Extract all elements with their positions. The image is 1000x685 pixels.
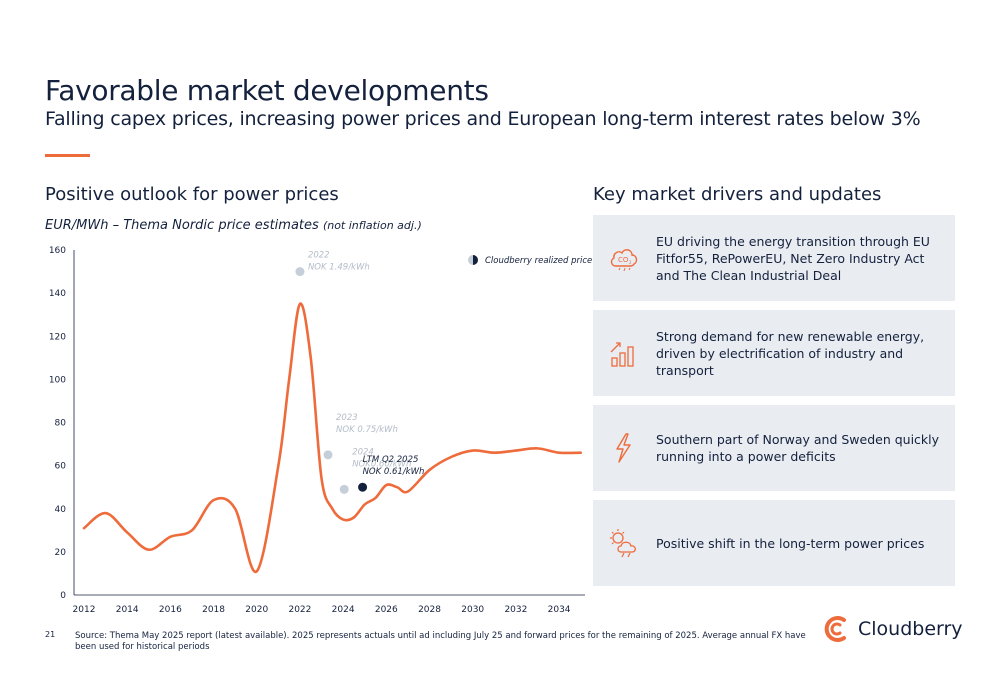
driver-text: Southern part of Norway and Sweden quick… <box>656 432 940 464</box>
realized-point-value-label: NOK 0.61/kWh <box>363 467 425 477</box>
sun-cloud-icon <box>610 529 636 558</box>
chart-section-title: Positive outlook for power prices <box>45 184 339 205</box>
realized-price-point <box>295 267 305 277</box>
driver-card-deficit: Southern part of Norway and Sweden quick… <box>593 405 955 491</box>
x-tick-label: 2034 <box>548 605 571 615</box>
units-note: (not inflation adj.) <box>322 219 422 232</box>
drivers-list: CO 2 EU driving the energy transition th… <box>593 215 955 595</box>
legend-marker-current <box>473 255 478 265</box>
y-tick-label: 160 <box>49 246 66 256</box>
x-tick-label: 2028 <box>418 605 441 615</box>
x-tick-label: 2030 <box>461 605 484 615</box>
x-tick-label: 2032 <box>504 605 527 615</box>
accent-divider <box>45 154 90 157</box>
realized-point-year-label: 2022 <box>308 251 330 261</box>
realized-point-year-label: 2024 <box>352 447 374 457</box>
drivers-section-title: Key market drivers and updates <box>593 184 882 205</box>
x-tick-label: 2026 <box>375 605 398 615</box>
cloudberry-logo-icon <box>824 616 846 642</box>
logo-wordmark: Cloudberry <box>858 618 963 640</box>
legend-label: Cloudberry realized price <box>485 256 592 266</box>
price-series-line <box>82 302 582 573</box>
page-title: Favorable market developments <box>45 74 489 107</box>
realized-price-point <box>358 482 368 492</box>
x-tick-label: 2024 <box>332 605 355 615</box>
units-main: EUR/MWh – Thema Nordic price estimates <box>45 218 319 233</box>
lightning-icon <box>616 433 631 463</box>
chart-units-label: EUR/MWh – Thema Nordic price estimates (… <box>45 218 422 233</box>
realized-point-year-label: LTM Q2 2025 <box>363 455 419 465</box>
driver-text: Strong demand for new renewable energy, … <box>656 328 925 378</box>
y-tick-label: 40 <box>55 505 67 515</box>
source-note: Source: Thema May 2025 report (latest av… <box>75 631 806 652</box>
driver-card-price-shift: Positive shift in the long-term power pr… <box>593 500 955 586</box>
growth-bars-icon <box>610 342 634 367</box>
x-tick-label: 2014 <box>116 605 139 615</box>
driver-card-eu-policy: CO 2 EU driving the energy transition th… <box>593 215 955 301</box>
x-tick-label: 2012 <box>73 605 96 615</box>
realized-price-point <box>323 450 333 460</box>
x-tick-label: 2016 <box>159 605 182 615</box>
driver-text: Positive shift in the long-term power pr… <box>656 535 925 551</box>
driver-card-demand: Strong demand for new renewable energy, … <box>593 310 955 396</box>
power-price-chart: 0 20 40 60 80 100 120 140 160 2012 2014 2016 2018 202… <box>49 246 592 615</box>
y-tick-label: 80 <box>55 419 67 429</box>
realized-point-value-label: NOK0.60/kWh <box>352 459 411 469</box>
y-tick-label: 60 <box>55 462 67 472</box>
x-tick-label: 2020 <box>245 605 268 615</box>
realized-price-point <box>339 484 349 494</box>
y-tick-label: 0 <box>60 591 66 601</box>
svg-text:CO: CO <box>618 256 629 264</box>
realized-point-value-label: NOK 0.75/kWh <box>336 425 398 435</box>
co2-cloud-icon: CO 2 <box>610 249 638 272</box>
x-tick-label: 2018 <box>202 605 225 615</box>
chart-legend: Cloudberry realized price <box>468 255 592 266</box>
svg-text:2: 2 <box>629 260 632 265</box>
chart-marks: 2022 NOK 1.49/kWh 2023 NOK 0.75/kWh 2024 NOK0… <box>82 251 582 573</box>
x-tick-label: 2022 <box>288 605 311 615</box>
page-subtitle: Falling capex prices, increasing power p… <box>45 108 921 130</box>
driver-text: EU driving the energy transition through… <box>656 233 930 283</box>
cloudberry-logo: Cloudberry <box>822 614 963 644</box>
page-number: 21 <box>45 630 56 639</box>
y-tick-label: 20 <box>55 548 67 558</box>
y-tick-label: 100 <box>49 375 66 385</box>
y-tick-label: 140 <box>49 289 66 299</box>
y-tick-label: 120 <box>49 332 66 342</box>
chart-axes: 0 20 40 60 80 100 120 140 160 2012 2014 2016 2018 202… <box>49 246 585 615</box>
realized-point-year-label: 2023 <box>336 413 358 423</box>
realized-point-value-label: NOK 1.49/kWh <box>308 263 370 273</box>
